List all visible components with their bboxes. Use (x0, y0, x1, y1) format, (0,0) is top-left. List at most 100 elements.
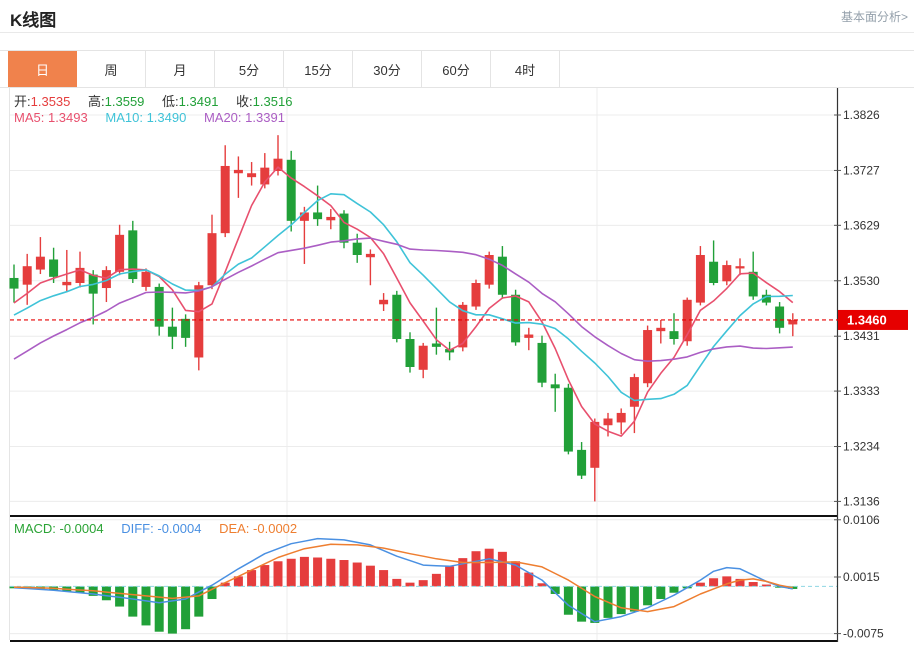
macd-bar (273, 561, 283, 587)
dea-line (13, 543, 793, 613)
macd-value: -0.0004 (59, 521, 104, 536)
timeframe-tabbar: 日周月 5分 15分 30分 60分 4时 (0, 50, 914, 88)
low-label: 低: (162, 94, 179, 109)
tab-timeframe-1[interactable]: 周 (77, 51, 146, 87)
macd-bar (115, 586, 125, 607)
candle-body (313, 212, 323, 220)
tab-timeframe-0[interactable]: 日 (8, 51, 77, 87)
macd-bar (550, 586, 560, 594)
diff-line (13, 537, 793, 623)
macd-bar (643, 586, 653, 606)
candle-body (154, 286, 164, 327)
candle-body (418, 345, 428, 370)
candle-body (524, 334, 534, 338)
axis-label: 1.3333 (843, 384, 880, 398)
candle-body (537, 342, 547, 383)
macd-bar (233, 576, 243, 587)
high-value: 1.3559 (104, 94, 145, 109)
ma10-value: 1.3490 (146, 110, 187, 125)
macd-bar (326, 558, 336, 587)
ma5-label: MA5: (14, 110, 45, 125)
candle-body (339, 213, 349, 243)
macd-bar (352, 562, 362, 587)
diff-label: DIFF: (121, 521, 154, 536)
macd-bar (484, 548, 494, 587)
axis-label: 1.3234 (843, 440, 880, 454)
candle-body (484, 255, 494, 285)
candle-body (194, 285, 204, 358)
candle-body (511, 294, 521, 343)
macd-label: MACD: (14, 521, 56, 536)
macd-bar (497, 551, 507, 587)
candle-body (761, 294, 771, 303)
candle-body (590, 421, 600, 468)
macd-bar (339, 560, 349, 587)
candle-body (405, 339, 415, 367)
candle-body (669, 331, 679, 339)
axis-label: 1.3136 (843, 494, 880, 508)
candle-body (35, 256, 45, 270)
macd-bar (181, 586, 191, 630)
macd-bar (247, 570, 257, 587)
tab-timeframe-5[interactable]: 30分 (353, 51, 422, 87)
candle-body (695, 255, 705, 303)
macd-bar (445, 566, 455, 587)
candle-body (9, 277, 19, 289)
candle-body (563, 387, 573, 452)
candle-body (273, 158, 283, 171)
candle-body (550, 384, 560, 389)
ohlc-legend: 开:1.3535 高:1.3559 低:1.3491 收:1.3516 (14, 91, 306, 110)
macd-bar (471, 551, 481, 587)
macd-bar (313, 557, 323, 587)
tab-timeframe-2[interactable]: 月 (146, 51, 215, 87)
candle-body (709, 261, 719, 283)
diff-value: -0.0004 (157, 521, 202, 536)
timeframe-tabs: 日周月 5分 15分 30分 60分 4时 (8, 51, 560, 87)
macd-bar (537, 583, 547, 587)
tab-timeframe-3[interactable]: 5分 (215, 51, 284, 87)
macd-bar (194, 586, 204, 617)
axis-label: 1.3629 (843, 218, 880, 232)
fundamental-analysis-link[interactable]: 基本面分析> (840, 10, 908, 24)
candle-body (299, 212, 309, 221)
macd-bar (458, 558, 468, 587)
macd-bar (563, 586, 573, 615)
tab-timeframe-7[interactable]: 4时 (491, 51, 560, 87)
axis-label: 0.0106 (843, 513, 880, 527)
macd-bar (286, 558, 296, 587)
macd-bar (656, 586, 666, 600)
candle-body (656, 327, 666, 332)
candle-body (603, 418, 613, 426)
macd-bar (431, 573, 441, 587)
candle-body (431, 343, 441, 347)
tab-timeframe-6[interactable]: 60分 (422, 51, 491, 87)
candle-body (128, 230, 138, 280)
candle-body (722, 265, 732, 282)
axis-label: 1.3727 (843, 163, 880, 177)
dea-label: DEA: (219, 521, 250, 536)
macd-bar (260, 565, 270, 587)
candle-body (167, 326, 177, 337)
candle-body (207, 233, 217, 286)
ma5-value: 1.3493 (47, 110, 88, 125)
macd-bar (418, 580, 428, 587)
tab-timeframe-4[interactable]: 15分 (284, 51, 353, 87)
axis-label: 1.3530 (843, 274, 880, 288)
candle-body (682, 299, 692, 342)
macd-bar (220, 582, 230, 587)
macd-bar (299, 556, 309, 587)
axis-label: -0.0075 (843, 627, 884, 641)
macd-bar (629, 586, 639, 612)
candle-body (577, 449, 587, 476)
candle-body (352, 242, 362, 255)
candle-body (62, 281, 72, 286)
macd-legend: MACD: -0.0004 DIFF: -0.0004 DEA: -0.0002 (14, 521, 311, 536)
macd-bar (207, 586, 217, 600)
candle-body (392, 294, 402, 339)
macd-bar (761, 584, 771, 587)
macd-bar (616, 586, 626, 615)
candle-body (22, 266, 32, 285)
macd-bar (392, 578, 402, 587)
